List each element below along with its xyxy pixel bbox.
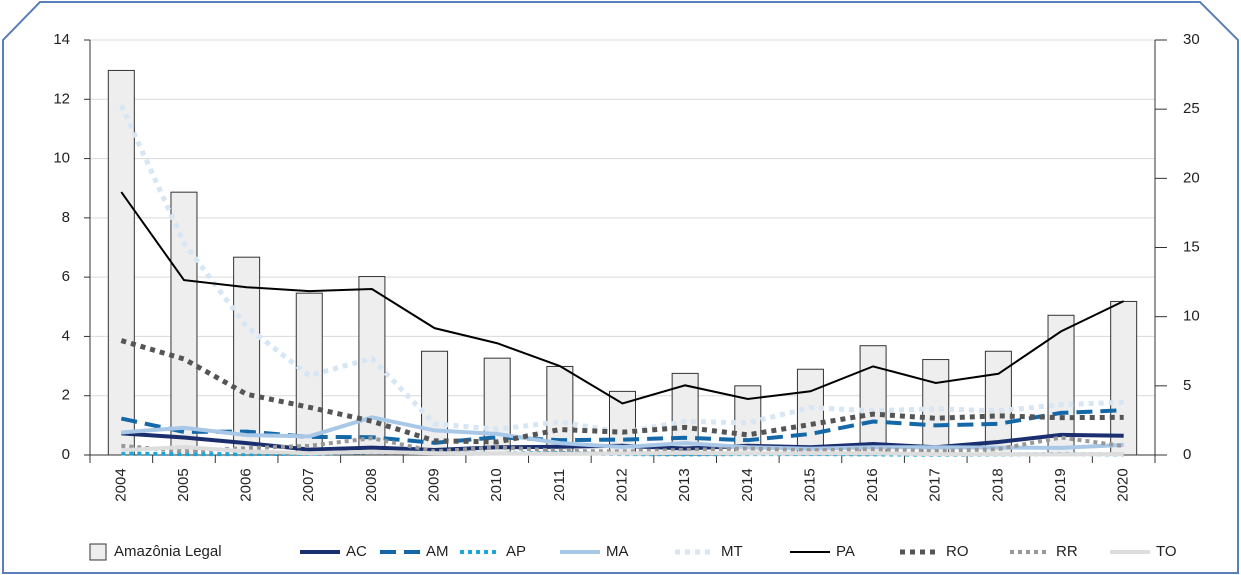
bar	[170, 191, 198, 456]
line	[119, 104, 1124, 436]
bar	[233, 256, 261, 456]
x-tick-label: 2007	[300, 468, 317, 501]
y2-tick-label: 30	[1183, 31, 1200, 48]
line	[121, 415, 1124, 451]
legend-label: AM	[426, 543, 449, 560]
x-tick-label: 2012	[613, 468, 630, 501]
legend-label: TO	[1156, 543, 1177, 560]
bar	[859, 345, 887, 456]
y2-tick-label: 15	[1183, 238, 1200, 255]
bar	[1047, 314, 1075, 456]
y-tick-label: 10	[53, 150, 70, 167]
y2-tick-label: 25	[1183, 100, 1200, 117]
y2-tick-label: 20	[1183, 169, 1200, 186]
legend-label: MT	[721, 543, 743, 560]
line	[121, 444, 1124, 457]
y-tick-label: 8	[62, 209, 70, 226]
x-tick-label: 2016	[864, 468, 881, 501]
legend-label: Amazônia Legal	[114, 543, 222, 560]
x-tick-label: 2005	[175, 468, 192, 501]
x-tick-label: 2004	[112, 468, 129, 501]
x-tick-label: 2020	[1115, 468, 1132, 501]
y2-tick-label: 0	[1183, 446, 1191, 463]
x-tick-label: 2010	[488, 468, 505, 501]
x-tick-label: 2011	[551, 469, 568, 501]
bar	[1110, 300, 1138, 456]
x-tick-label: 2009	[426, 468, 443, 501]
x-tick-label: 2008	[363, 468, 380, 501]
x-tick-label: 2015	[801, 468, 818, 501]
legend-label: AC	[346, 543, 367, 560]
legend-swatch	[89, 543, 107, 561]
x-tick-label: 2019	[1052, 468, 1069, 501]
line	[120, 191, 1125, 405]
y2-tick-label: 5	[1183, 377, 1191, 394]
legend-label: RO	[946, 543, 969, 560]
x-tick-label: 2014	[739, 468, 756, 501]
legend-label: PA	[836, 543, 855, 560]
bar	[107, 69, 135, 456]
line	[120, 338, 1124, 445]
y-tick-label: 2	[62, 387, 70, 404]
y2-tick-label: 10	[1183, 308, 1200, 325]
legend-label: MA	[606, 543, 629, 560]
x-tick-label: 2017	[927, 468, 944, 501]
x-tick-label: 2006	[238, 468, 255, 501]
y-tick-label: 14	[53, 31, 70, 48]
y-tick-label: 12	[53, 90, 70, 107]
y-tick-label: 6	[62, 268, 70, 285]
x-tick-label: 2018	[989, 468, 1006, 501]
x-tick-label: 2013	[676, 468, 693, 501]
legend-label: AP	[506, 543, 526, 560]
bar	[922, 359, 950, 456]
y-tick-label: 0	[62, 446, 70, 463]
legend-label: RR	[1056, 543, 1078, 560]
y-tick-label: 4	[62, 327, 70, 344]
